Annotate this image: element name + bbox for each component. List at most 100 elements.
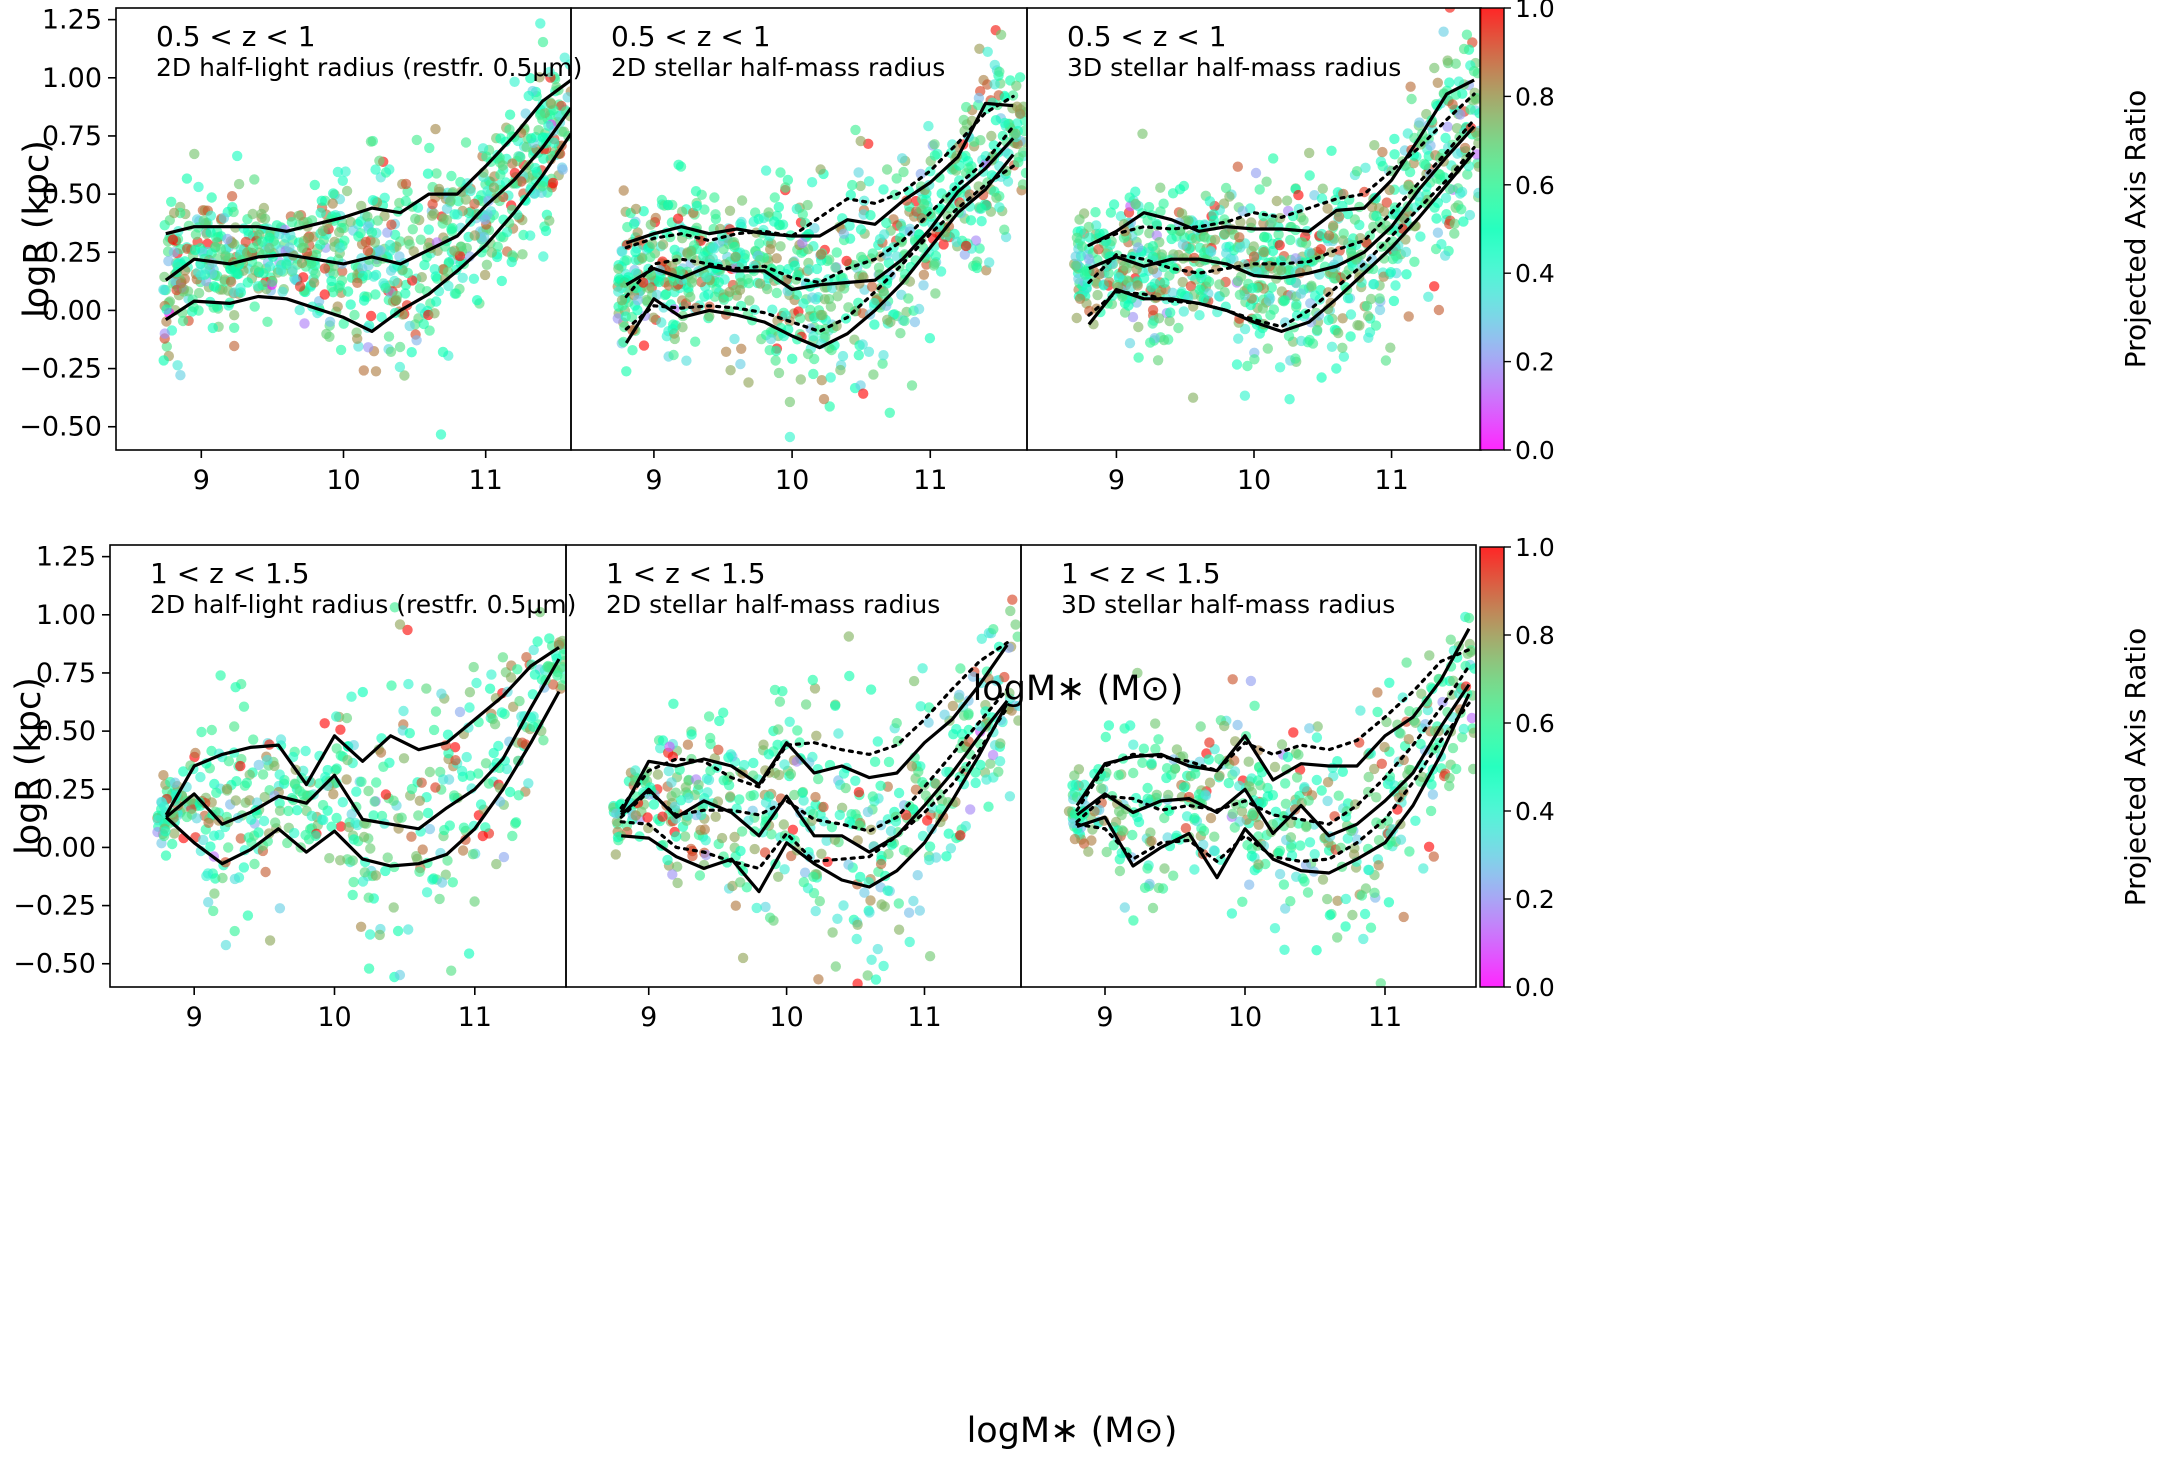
scatter-point xyxy=(1146,836,1157,847)
scatter-point xyxy=(1365,922,1377,933)
scatter-point xyxy=(1404,846,1415,857)
scatter-point xyxy=(1198,825,1210,837)
scatter-point xyxy=(792,725,803,736)
scatter-point xyxy=(289,778,300,789)
scatter-point xyxy=(612,313,623,324)
scatter-point xyxy=(1153,734,1164,745)
scatter-point xyxy=(437,346,449,358)
scatter-point xyxy=(396,812,407,823)
scatter-point xyxy=(865,210,876,221)
scatter-point xyxy=(988,624,999,635)
scatter-point xyxy=(1153,882,1165,894)
scatter-point xyxy=(771,253,782,264)
scatter-point xyxy=(954,689,965,700)
scatter-point xyxy=(1440,132,1451,144)
scatter-point xyxy=(1465,104,1476,115)
scatter-points xyxy=(1063,611,1476,987)
scatter-point xyxy=(729,241,740,253)
scatter-point xyxy=(638,340,650,351)
scatter-point xyxy=(903,293,914,304)
scatter-point xyxy=(1151,789,1163,800)
dotted-percentile-line-2 xyxy=(619,706,1009,871)
scatter-point xyxy=(795,374,806,385)
scatter-point xyxy=(286,217,298,228)
scatter-point xyxy=(867,248,878,259)
scatter-point xyxy=(1342,293,1354,304)
scatter-point xyxy=(618,185,629,196)
scatter-point xyxy=(1284,394,1295,405)
scatter-point xyxy=(1238,798,1249,809)
scatter-point xyxy=(408,246,419,257)
scatter-point xyxy=(444,820,455,831)
scatter-point xyxy=(309,179,320,191)
scatter-point xyxy=(319,718,330,729)
scatter-point xyxy=(1267,245,1279,257)
scatter-point xyxy=(909,316,921,328)
scatter-point xyxy=(653,276,665,288)
panel-redshift-label: 0.5 < z < 1 xyxy=(611,20,771,53)
scatter-point xyxy=(867,791,878,802)
scatter-point xyxy=(1071,232,1083,243)
scatter-point xyxy=(703,774,715,786)
scatter-point xyxy=(943,828,954,839)
scatter-point xyxy=(1155,182,1166,193)
scatter-point xyxy=(853,787,865,798)
scatter-point xyxy=(858,388,869,399)
scatter-point xyxy=(775,167,786,178)
scatter-points xyxy=(612,25,1027,443)
scatter-point xyxy=(1296,335,1307,347)
scatter-point xyxy=(1187,392,1199,403)
scatter-point xyxy=(725,791,736,802)
scatter-point xyxy=(1257,303,1269,314)
solid-percentile-line-2 xyxy=(621,702,1009,894)
scatter-point xyxy=(1291,871,1302,882)
scatter-point xyxy=(372,215,383,226)
scatter-point xyxy=(742,273,753,285)
scatter-point xyxy=(1423,291,1434,302)
scatter-point xyxy=(1281,195,1293,206)
scatter-point xyxy=(259,791,270,803)
scatter-point xyxy=(1290,353,1301,364)
scatter-point xyxy=(1013,157,1024,168)
scatter-point xyxy=(1424,650,1435,661)
scatter-point xyxy=(1145,827,1156,838)
scatter-point xyxy=(663,199,674,211)
scatter-point xyxy=(1337,766,1349,777)
scatter-point xyxy=(1208,209,1219,220)
scatter-point xyxy=(1165,307,1176,318)
scatter-point xyxy=(1113,770,1124,781)
scatter-point xyxy=(1266,217,1277,228)
scatter-point xyxy=(181,173,193,184)
scatter-point xyxy=(1171,744,1183,755)
axis-labels: logM∗ (M⊙) logR (kpc) logM∗ (M⊙) logR (kpc) xyxy=(9,140,1183,1451)
scatter-point xyxy=(1333,327,1344,339)
scatter-point xyxy=(334,280,346,291)
scatter-point xyxy=(193,181,204,193)
scatter-point xyxy=(223,842,234,853)
dotted-percentile-line-1 xyxy=(1087,118,1476,285)
scatter-point xyxy=(755,278,766,289)
scatter-point xyxy=(531,166,542,178)
scatter-point xyxy=(1299,876,1310,887)
scatter-point xyxy=(1203,276,1215,287)
scatter-point xyxy=(169,777,181,788)
scatter-point xyxy=(1084,232,1095,243)
scatter-point xyxy=(1280,798,1292,809)
scatter-point xyxy=(713,744,724,755)
scatter-point xyxy=(931,852,942,863)
scatter-point xyxy=(735,358,746,370)
scatter-point xyxy=(424,1002,434,1012)
scatter-point xyxy=(1406,93,1417,105)
scatter-point xyxy=(1242,839,1253,851)
scatter-point xyxy=(1276,265,1287,276)
scatter-point xyxy=(1415,231,1426,242)
scatter-point xyxy=(335,855,346,866)
scatter-point xyxy=(659,289,671,301)
scatter-point xyxy=(1152,355,1164,366)
scatter-point xyxy=(914,905,925,916)
scatter-point xyxy=(1471,149,1481,160)
scatter-point xyxy=(995,738,1006,749)
scatter-point xyxy=(1204,737,1215,748)
scatter-point xyxy=(938,239,949,250)
scatter-point xyxy=(1133,352,1144,363)
